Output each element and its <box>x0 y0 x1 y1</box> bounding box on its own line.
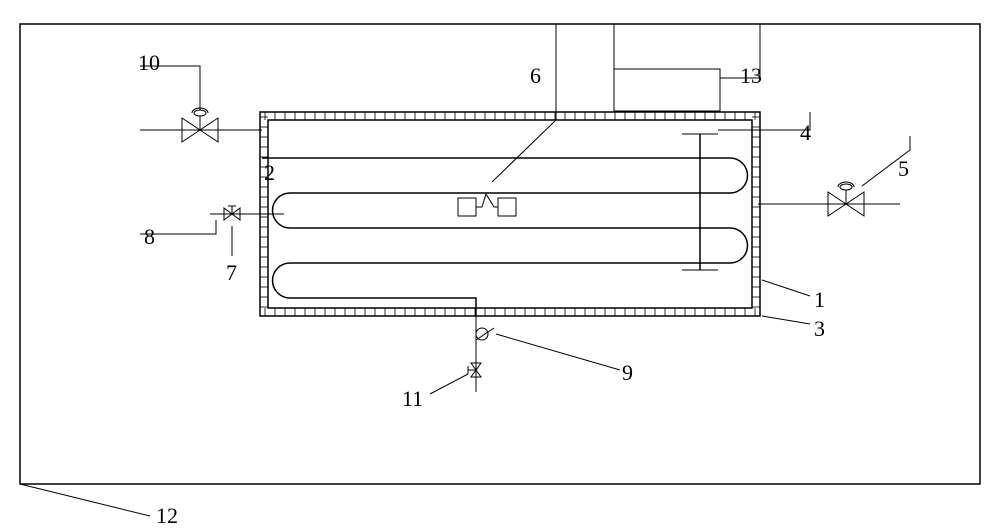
label-2: 2 <box>264 160 275 186</box>
sensor-connector <box>476 194 498 207</box>
tank-inner <box>268 120 752 308</box>
duct-box <box>614 69 720 111</box>
label-9: 9 <box>622 360 633 386</box>
label-11: 11 <box>402 386 423 412</box>
label-8: 8 <box>144 224 155 250</box>
check-valve-flap <box>476 328 494 340</box>
leader-12 <box>20 484 150 516</box>
label-5: 5 <box>898 156 909 182</box>
label-13: 13 <box>740 63 762 89</box>
label-1: 1 <box>814 287 825 313</box>
sensor-box-2 <box>498 198 516 216</box>
label-6: 6 <box>530 63 541 89</box>
label-12: 12 <box>156 503 178 529</box>
label-10: 10 <box>138 50 160 76</box>
tank-outer <box>260 112 760 316</box>
serpentine-coil <box>262 158 748 317</box>
tank-hatching <box>260 112 760 316</box>
leader-9 <box>496 334 620 370</box>
diagram-canvas <box>0 0 1000 517</box>
valve-left-wheel <box>194 110 206 116</box>
leader-4 <box>718 112 810 130</box>
outer-border <box>20 24 980 484</box>
valve-right-wheel <box>840 184 852 190</box>
leader-3 <box>762 316 810 324</box>
leader-11 <box>430 374 468 394</box>
label-4: 4 <box>800 120 811 146</box>
label-7: 7 <box>226 260 237 286</box>
label-3: 3 <box>814 316 825 342</box>
leader-1 <box>762 280 810 296</box>
sensor-box-1 <box>458 198 476 216</box>
